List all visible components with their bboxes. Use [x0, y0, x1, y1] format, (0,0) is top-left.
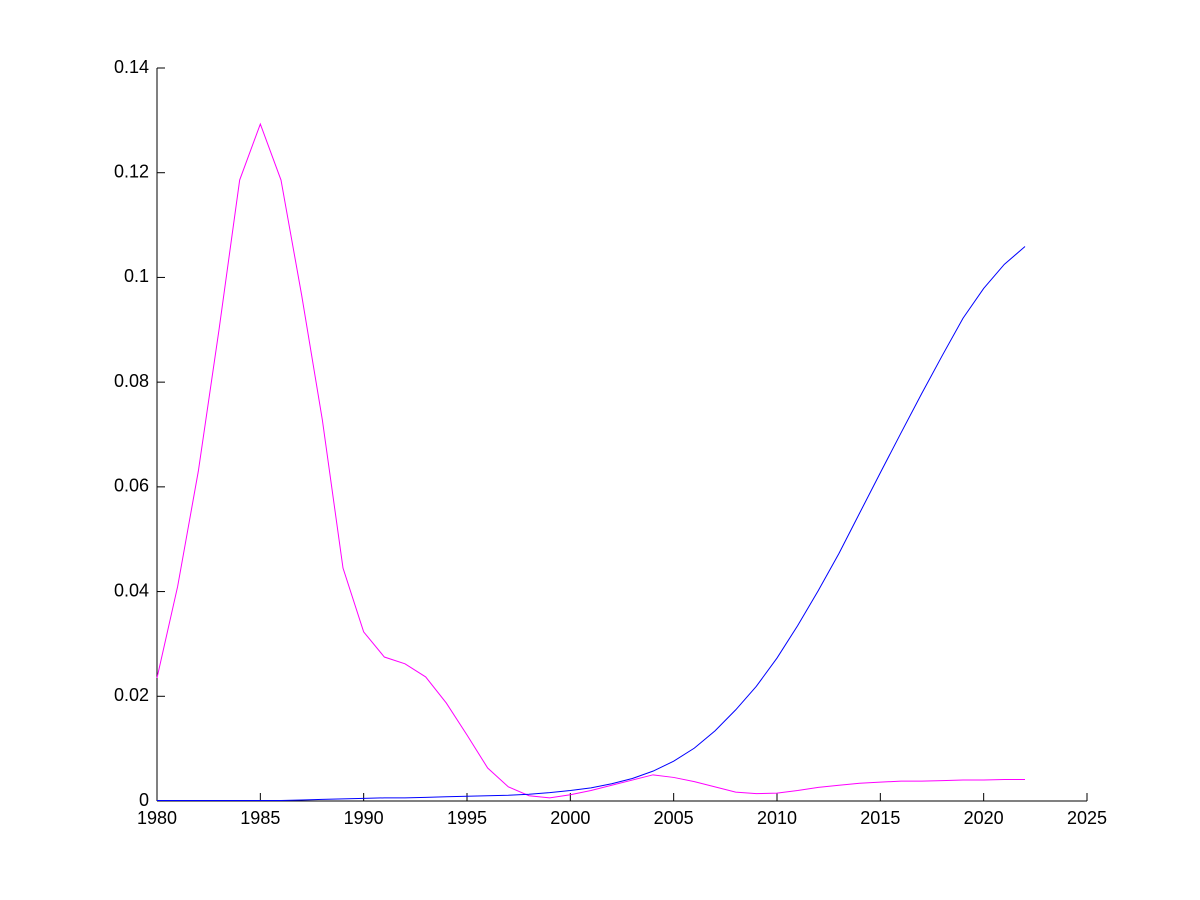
y-tick-label: 0.12 — [114, 161, 149, 181]
x-tick-label: 1990 — [344, 808, 384, 828]
y-tick-label: 0 — [139, 790, 149, 810]
y-tick-label: 0.1 — [124, 266, 149, 286]
x-tick-label: 2000 — [550, 808, 590, 828]
x-tick-label: 2005 — [654, 808, 694, 828]
x-tick-label: 1995 — [447, 808, 487, 828]
x-tick-label: 1980 — [137, 808, 177, 828]
data-line — [156, 122, 1025, 799]
y-tick-label: 0.04 — [114, 580, 149, 600]
x-tick-label: 2010 — [757, 808, 797, 828]
y-tick-label: 0.02 — [114, 685, 149, 705]
x-tick-label: 2020 — [964, 808, 1004, 828]
y-tick-label: 0.14 — [114, 57, 149, 77]
y-tick-label: 0.06 — [114, 476, 149, 496]
y-tick-label: 0.08 — [114, 371, 149, 391]
data-line — [157, 246, 1026, 801]
x-tick-label: 1985 — [240, 808, 280, 828]
x-tick-label: 2025 — [1067, 808, 1107, 828]
x-tick-label: 2015 — [860, 808, 900, 828]
